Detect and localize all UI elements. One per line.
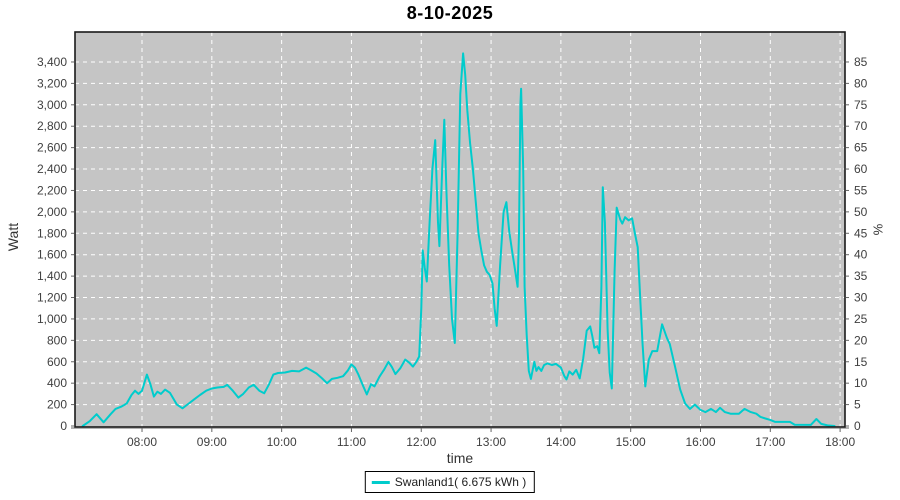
tick-label-watt: 2,000 [37,205,67,219]
tick-label-percent: 35 [854,269,868,283]
tick-label-watt: 800 [47,333,67,347]
tick-label-time: 16:00 [685,435,715,449]
tick-label-percent: 5 [854,398,861,412]
plot-border [74,31,846,428]
tick-label-percent: 45 [854,226,868,240]
tick-label-watt: 2,200 [37,183,67,197]
tick-label-watt: 1,200 [37,291,67,305]
tick-label-percent: 80 [854,76,868,90]
tick-label-watt: 0 [60,419,67,433]
y-axis-title-watt: Watt [5,222,21,252]
tick-label-watt: 600 [47,355,67,369]
series-line [81,52,836,427]
tick-label-time: 11:00 [337,435,366,449]
tick-label-watt: 3,400 [37,55,67,69]
tick-label-watt: 400 [47,376,67,390]
tick-label-watt: 200 [47,398,67,412]
tick-label-time: 09:00 [197,435,227,449]
tick-label-watt: 1,600 [37,248,67,262]
tick-label-watt: 2,600 [37,141,67,155]
chart-title: 8-10-2025 [406,3,494,23]
tick-label-time: 17:00 [755,435,785,449]
legend-label: Swanland1( 6.675 kWh ) [394,475,527,489]
tick-label-watt: 2,400 [37,162,67,176]
tick-label-percent: 25 [854,312,868,326]
x-axis-title-time: time [446,450,474,466]
tick-label-percent: 10 [854,376,868,390]
tick-label-time: 18:00 [825,435,855,449]
series-line-icon [371,480,390,484]
tick-label-time: 15:00 [616,435,646,449]
tick-label-time: 14:00 [546,435,576,449]
tick-label-percent: 50 [854,205,868,219]
tick-label-time: 08:00 [127,435,157,449]
tick-label-time: 13:00 [476,435,506,449]
tick-label-time: 12:00 [406,435,436,449]
tick-label-watt: 3,000 [37,98,67,112]
tick-label-watt: 3,200 [37,76,67,90]
legend: Swanland1( 6.675 kWh ) [364,471,536,493]
tick-label-watt: 1,800 [37,226,67,240]
tick-label-percent: 65 [854,141,868,155]
tick-label-percent: 20 [854,333,868,347]
tick-label-percent: 40 [854,248,868,262]
tick-label-watt: 1,400 [37,269,67,283]
tick-label-percent: 0 [854,419,861,433]
tick-label-percent: 85 [854,55,868,69]
y-axis-title-percent: % [870,223,886,236]
tick-label-percent: 55 [854,183,868,197]
tick-label-percent: 60 [854,162,868,176]
tick-label-percent: 75 [854,98,868,112]
tick-label-percent: 15 [854,355,868,369]
tick-label-watt: 1,000 [37,312,67,326]
tick-label-percent: 30 [854,291,868,305]
tick-label-percent: 70 [854,119,868,133]
tick-label-time: 10:00 [267,435,297,449]
tick-label-watt: 2,800 [37,119,67,133]
